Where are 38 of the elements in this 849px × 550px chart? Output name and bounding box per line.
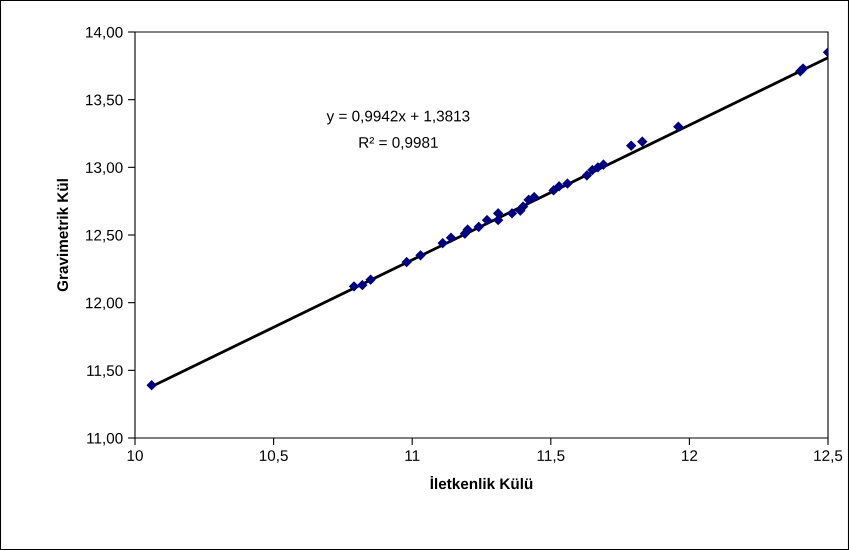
point bbox=[528, 192, 540, 202]
x-axis-title: İletkenlik Külü bbox=[430, 476, 532, 490]
point bbox=[348, 281, 360, 292]
x-tick-label: 11,5 bbox=[538, 450, 564, 463]
point bbox=[598, 159, 609, 170]
point bbox=[798, 63, 808, 74]
annotation: R² = 0,9981 bbox=[359, 137, 438, 150]
point bbox=[437, 238, 448, 248]
x-tick-label: 12 bbox=[682, 450, 698, 461]
point bbox=[548, 185, 559, 196]
y-tick-label: 12,50 bbox=[86, 230, 123, 242]
y-tick-label: 14,00 bbox=[86, 26, 123, 40]
point bbox=[562, 178, 573, 189]
point bbox=[482, 214, 492, 226]
point bbox=[474, 222, 484, 232]
point bbox=[506, 208, 518, 219]
point bbox=[626, 140, 636, 151]
y-tick-label: 11,00 bbox=[87, 432, 123, 446]
point bbox=[554, 181, 564, 192]
point bbox=[365, 274, 376, 285]
point bbox=[582, 170, 592, 181]
point bbox=[401, 256, 412, 268]
annotation: y = 0,9942x + 1,3813 bbox=[326, 110, 470, 124]
point bbox=[446, 232, 456, 243]
point bbox=[415, 250, 426, 260]
x-tick-label: 10 bbox=[128, 450, 143, 462]
point bbox=[637, 136, 648, 147]
y-axis-title: Gravimetrik Kül bbox=[56, 179, 68, 292]
x-tick-label: 11 bbox=[405, 450, 420, 461]
x-tick-label: 10,5 bbox=[260, 450, 288, 463]
point bbox=[357, 280, 368, 290]
y-tick-label: 13,00 bbox=[86, 162, 123, 175]
y-tick-label: 12,00 bbox=[86, 298, 123, 310]
y-tick-label: 13,50 bbox=[86, 94, 123, 108]
point bbox=[146, 380, 157, 390]
x-tick-label: 12,5 bbox=[814, 450, 842, 463]
y-tick-label: 11,50 bbox=[87, 365, 123, 378]
point bbox=[673, 122, 684, 132]
